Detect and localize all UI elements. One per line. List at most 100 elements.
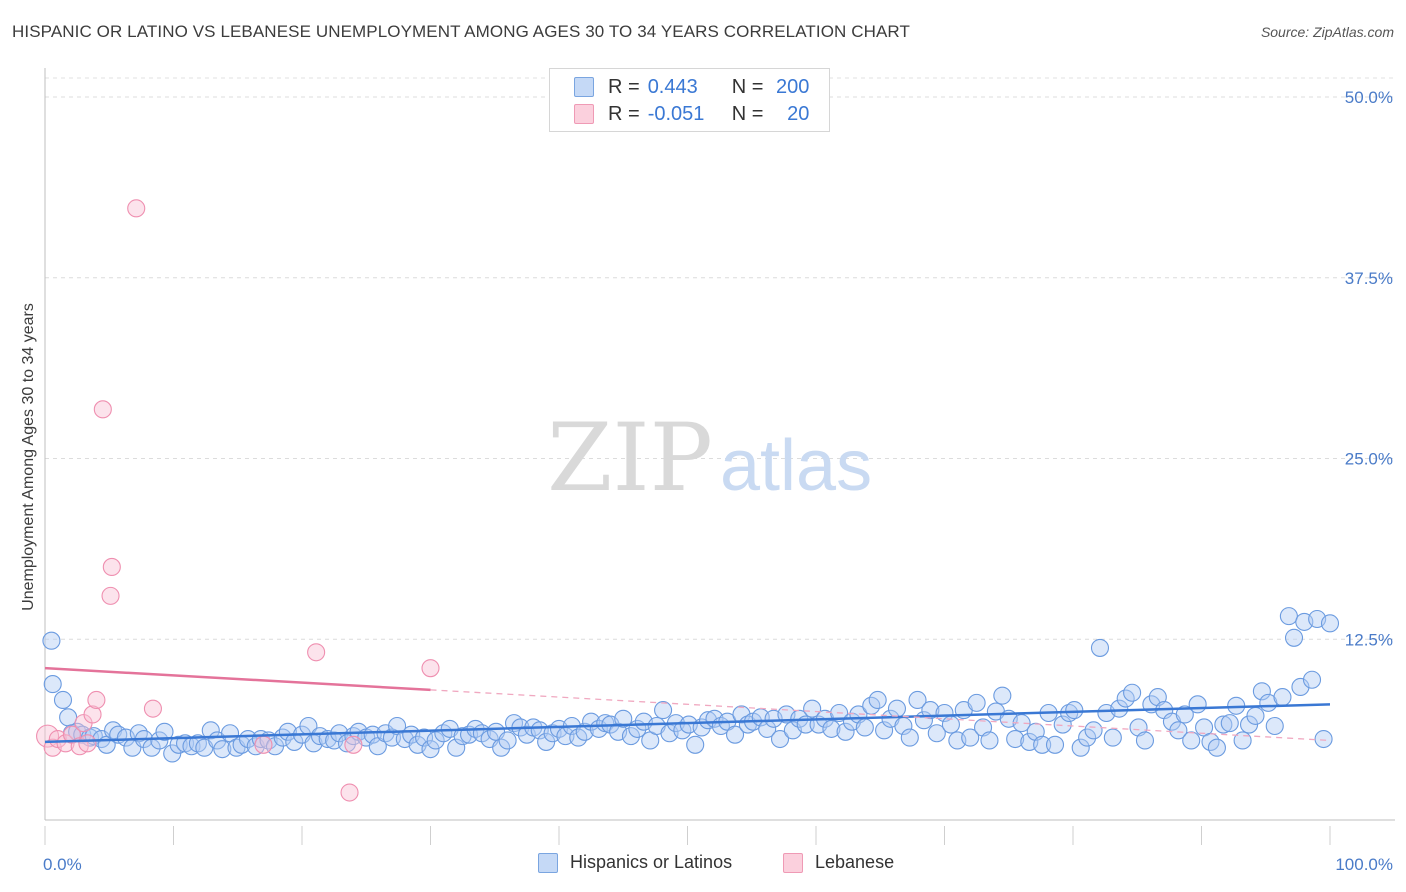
hispanics-point [1320, 614, 1340, 633]
hispanics-r-value: 0.443 [647, 75, 698, 98]
hispanics-point [273, 728, 292, 747]
lebanese-r-value: -0.051 [647, 102, 705, 125]
hispanics-point [1033, 735, 1052, 754]
hispanics-point [887, 699, 907, 718]
y-tick-label: 37.5% [1345, 269, 1393, 288]
y-tick-label: 25.0% [1345, 450, 1393, 469]
hispanics-point [492, 738, 511, 757]
hispanics-point [1071, 738, 1090, 757]
hispanics-point [993, 686, 1012, 705]
legend-item-hispanics[interactable]: Hispanics or Latinos [538, 852, 732, 873]
lebanese-point [421, 659, 440, 678]
hispanics-point [337, 734, 357, 753]
hispanics-point [43, 675, 62, 694]
hispanics-point [129, 724, 148, 743]
x-tick-label: 100.0% [1335, 855, 1393, 874]
lebanese-trend-extension [430, 689, 1331, 742]
hispanics-legend-label: Hispanics or Latinos [570, 852, 733, 872]
hispanics-point [967, 693, 986, 712]
lebanese-legend-label: Lebanese [815, 852, 895, 872]
hispanics-point [426, 731, 445, 750]
hispanics-point [1053, 715, 1072, 734]
watermark-zip: ZIP [547, 404, 713, 513]
hispanics-point [927, 724, 946, 743]
watermark-atlas: atlas [720, 426, 872, 506]
lebanese-point [78, 734, 97, 753]
hispanics-point [1090, 638, 1110, 657]
hispanics-point [1006, 729, 1025, 749]
source-attribution: Source: ZipAtlas.com [1261, 24, 1394, 40]
hispanics-point [1175, 705, 1194, 724]
hispanics-point [1302, 670, 1322, 689]
series-legend: Hispanics or Latinos Lebanese [0, 852, 1406, 878]
hispanics-point [875, 721, 894, 740]
hispanics-point [770, 729, 790, 749]
hispanics-n-value: 200 [776, 75, 810, 98]
hispanics-point [1220, 714, 1239, 733]
hispanics-point [1103, 728, 1122, 747]
hispanics-point [150, 731, 169, 750]
hispanics-point [1169, 721, 1188, 740]
hispanics-point [980, 731, 999, 750]
hispanics-point [614, 709, 633, 728]
hispanics-point [961, 728, 980, 747]
hispanics-point [415, 728, 434, 747]
trend-lines [44, 666, 1331, 744]
hispanics-point [1207, 738, 1226, 757]
lebanese-point [102, 557, 121, 577]
lebanese-point [101, 586, 120, 605]
hispanics-point [1273, 688, 1292, 707]
hispanics-point [1188, 695, 1207, 714]
hispanics-point [725, 725, 745, 744]
lebanese-swatch [574, 104, 594, 124]
lebanese-point [307, 643, 326, 662]
r-label: R = [608, 75, 640, 98]
hispanics-point [1246, 706, 1265, 725]
legend-item-lebanese[interactable]: Lebanese [783, 852, 894, 873]
hispanics-point [836, 722, 855, 741]
hispanics-trend-line [44, 703, 1331, 744]
hispanics-point [1252, 682, 1271, 701]
source-link[interactable]: ZipAtlas.com [1313, 24, 1394, 40]
n-label: N = [731, 75, 764, 98]
lebanese-point [143, 699, 162, 718]
hispanics-point [201, 721, 220, 740]
hispanics-point [686, 735, 705, 754]
hispanics-point [908, 690, 927, 710]
hispanics-point [1110, 699, 1129, 718]
lebanese-point [127, 199, 146, 218]
hispanics-point [654, 701, 673, 720]
legend-row-hispanics: R = 0.443 N = 200 [574, 75, 809, 99]
hispanics-swatch [574, 77, 594, 97]
hispanics-point [803, 699, 822, 718]
hispanics-legend-swatch [538, 852, 558, 873]
stats-legend: R = 0.443 N = 200 R = -0.051 N = 20 [549, 68, 830, 132]
hispanics-point [822, 719, 841, 738]
hispanics-point [900, 728, 919, 747]
hispanics-point [1135, 731, 1155, 750]
hispanics-point [1123, 683, 1142, 702]
hispanics-point [1279, 607, 1298, 626]
series-hispanics-points [42, 607, 1340, 763]
y-tick-label: 12.5% [1345, 630, 1393, 649]
hispanics-point [1284, 628, 1304, 647]
lebanese-point [340, 783, 359, 802]
lebanese-point [254, 735, 273, 754]
hispanics-point [1078, 728, 1097, 747]
hispanics-point [421, 740, 440, 759]
lebanese-legend-swatch [783, 852, 803, 873]
n-label: N = [731, 102, 764, 125]
hispanics-point [1314, 729, 1333, 749]
hispanics-point [621, 727, 641, 746]
hispanics-point [1045, 735, 1065, 754]
hispanics-point [213, 740, 232, 759]
hispanics-point [447, 738, 466, 757]
hispanics-point [1291, 677, 1310, 697]
hispanics-point [1233, 731, 1252, 750]
x-tick-label: 0.0% [43, 855, 82, 874]
hispanics-point [732, 705, 751, 724]
hispanics-point [53, 690, 73, 710]
hispanics-point [155, 722, 174, 741]
hispanics-point [868, 690, 887, 710]
